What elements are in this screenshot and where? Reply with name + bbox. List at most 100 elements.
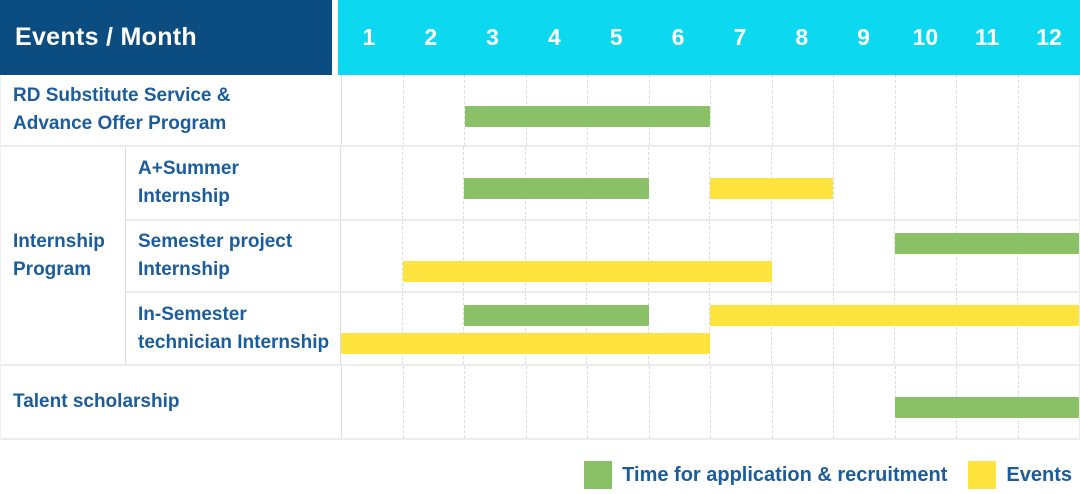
month-grid-cell (403, 147, 465, 219)
gantt-section: RD Substitute Service & Advance Offer Pro… (1, 75, 1079, 147)
month-grid-cell (895, 221, 957, 291)
month-grid-cell (649, 147, 711, 219)
month-label: 12 (1036, 24, 1062, 50)
month-grid-cell (403, 221, 465, 291)
gantt-row (341, 75, 1079, 145)
legend-item-event: Events (968, 461, 1072, 489)
month-grid-cell (587, 293, 649, 364)
legend-item-application: Time for application & recruitment (584, 461, 947, 489)
month-grid-cell (834, 221, 896, 291)
row-label: A+Summer Internship (126, 147, 340, 219)
gantt-bar-application (894, 233, 1079, 254)
gantt-bar-event (341, 333, 710, 354)
month-label: 6 (671, 24, 685, 50)
gantt-body: RD Substitute Service & Advance Offer Pro… (0, 75, 1080, 440)
legend: Time for application & recruitment Events (584, 461, 1072, 489)
month-grid-cell (957, 221, 1019, 291)
gantt-bar-event (402, 261, 772, 282)
month-label: 5 (609, 24, 623, 50)
month-grid-cell (527, 366, 588, 438)
row-label: In-Semester technician Internship (126, 293, 340, 364)
month-grid-cell (834, 147, 896, 219)
month-grid-cell (650, 75, 711, 145)
section-rows (341, 75, 1079, 145)
month-label: 2 (424, 24, 438, 50)
gantt-row: Semester project Internship (126, 221, 1079, 293)
section-rows (341, 366, 1079, 438)
month-grid-cell (1018, 293, 1079, 364)
gantt-section: Internship Program A+Summer Internship Semes… (1, 147, 1079, 366)
legend-label: Time for application & recruitment (622, 463, 948, 486)
month-grid-cell (834, 293, 896, 364)
month-grid-cell (341, 147, 403, 219)
label-line: Semester project (138, 231, 293, 252)
month-grid-cell (711, 75, 773, 145)
month-grid-cell (341, 293, 403, 364)
month-label: 3 (486, 24, 499, 50)
gantt-bar-application (464, 106, 711, 127)
month-gridlines (341, 293, 1079, 364)
row-chart-area (340, 221, 1079, 291)
section-rows: A+Summer Internship Semester project Intern… (126, 147, 1079, 364)
month-grid-cell (772, 221, 834, 291)
row-chart-area (340, 293, 1079, 364)
month-grid-cell (895, 147, 957, 219)
month-grid-cell (464, 293, 526, 364)
gantt-row (341, 366, 1079, 438)
month-label: 10 (912, 24, 939, 50)
month-grid-cell (587, 221, 649, 291)
month-grid-cell (773, 75, 834, 145)
row-chart-area (341, 366, 1079, 438)
month-grid-cell (957, 147, 1019, 219)
label-line: Internship (138, 186, 230, 207)
month-label: 9 (857, 24, 870, 50)
month-grid-cell (773, 366, 834, 438)
header-divider-gap (332, 0, 338, 75)
month-grid-cell (896, 75, 957, 145)
table-title: Events / Month (15, 23, 197, 51)
label-line: RD Substitute Service & (13, 85, 231, 106)
month-grid-cell (650, 366, 711, 438)
table-header: Events / Month 1 2 3 4 5 6 7 8 9 10 11 12 (0, 0, 1080, 75)
row-chart-area (340, 147, 1079, 219)
month-grid-cell (526, 221, 588, 291)
label-line: technician Internship (138, 331, 330, 353)
month-label: 4 (548, 24, 561, 50)
section-label: Talent scholarship (1, 366, 341, 438)
month-grid-cell (895, 293, 957, 364)
month-grid-cell (342, 366, 404, 438)
month-grid-cell (772, 147, 834, 219)
row-chart-area (341, 75, 1079, 145)
month-grid-cell (464, 221, 526, 291)
month-grid-cell (957, 75, 1019, 145)
gantt-bar-event (710, 305, 1079, 326)
label-line: A+Summer (138, 158, 239, 179)
gantt-row: A+Summer Internship (126, 147, 1079, 221)
month-grid-cell (588, 366, 650, 438)
month-gridlines (341, 221, 1079, 291)
legend-swatch-event (968, 461, 997, 489)
gantt-bar-application (464, 178, 649, 199)
label-line: Internship (138, 259, 230, 280)
label-line: In-Semester (138, 303, 247, 325)
legend-label: Events (1006, 463, 1072, 486)
month-label: 7 (733, 24, 747, 50)
label-line: Talent scholarship (13, 391, 180, 412)
label-line: Internship (13, 230, 105, 252)
month-grid-cell (342, 75, 404, 145)
month-grid-cell (710, 293, 773, 364)
month-grid-cell (834, 366, 896, 438)
gantt-bar-event (710, 178, 833, 199)
row-label: Semester project Internship (126, 221, 340, 291)
label-line: Advance Offer Program (13, 113, 227, 134)
section-label: RD Substitute Service & Advance Offer Pro… (1, 75, 341, 145)
label-line: Program (13, 258, 92, 280)
gantt-bar-application (464, 305, 649, 326)
month-grid-cell (957, 293, 1019, 364)
month-grid-cell (404, 75, 465, 145)
month-grid-cell (649, 221, 711, 291)
month-label: 11 (975, 24, 1000, 50)
month-grid-cell (711, 366, 773, 438)
month-grid-cell (403, 293, 465, 364)
